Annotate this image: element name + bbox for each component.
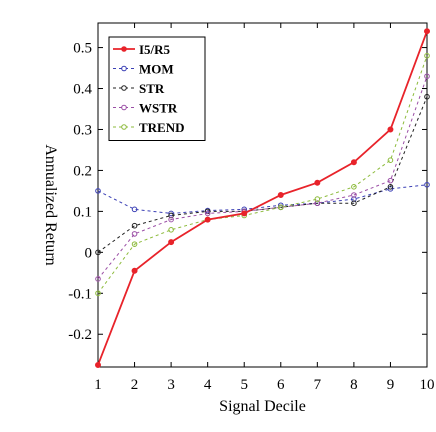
y-tick-label: 0.3 bbox=[73, 122, 92, 138]
data-point-trend bbox=[168, 227, 174, 233]
data-point-i5-r5 bbox=[204, 216, 211, 223]
legend-marker-i5-r5 bbox=[121, 46, 127, 52]
legend-marker-wstr bbox=[121, 104, 127, 111]
data-point-str bbox=[168, 212, 174, 219]
data-point-i5-r5 bbox=[95, 361, 101, 368]
x-tick-label: 5 bbox=[240, 377, 248, 393]
data-point-str bbox=[351, 200, 357, 206]
data-point-mom bbox=[95, 188, 101, 194]
x-tick-label: 2 bbox=[131, 377, 139, 393]
series-line-trend bbox=[97, 55, 428, 294]
data-point-trend bbox=[387, 157, 394, 163]
data-point-wstr bbox=[424, 73, 430, 80]
data-point-wstr bbox=[314, 200, 321, 206]
data-point-i5-r5 bbox=[387, 126, 394, 133]
x-tick-label: 1 bbox=[94, 377, 102, 393]
legend-marker-trend bbox=[121, 124, 127, 130]
data-point-trend bbox=[277, 204, 284, 211]
x-tick-label: 7 bbox=[314, 377, 322, 393]
legend-label-trend: TREND bbox=[139, 120, 185, 135]
y-axis: 0.5 0.4 0.3 0.2 0.1 0 -0.1 -0.2 bbox=[68, 41, 427, 343]
data-point-wstr bbox=[168, 216, 174, 223]
y-tick-label: 0.5 bbox=[73, 41, 92, 57]
x-tick-label: 6 bbox=[277, 377, 285, 393]
y-axis-title: Annualized Return bbox=[42, 144, 59, 265]
data-point-i5-r5 bbox=[168, 239, 175, 246]
legend-label-wstr: WSTR bbox=[139, 101, 178, 116]
data-point-trend bbox=[131, 241, 138, 247]
data-point-mom bbox=[424, 181, 430, 188]
data-point-i5-r5 bbox=[350, 159, 357, 166]
series-line-wstr bbox=[97, 76, 428, 280]
data-point-i5-r5 bbox=[277, 192, 284, 198]
data-point-trend bbox=[424, 52, 430, 59]
x-axis: 1 2 3 4 5 6 7 8 9 10 bbox=[94, 23, 435, 393]
data-point-i5-r5 bbox=[131, 267, 138, 274]
data-point-wstr bbox=[387, 177, 394, 184]
x-axis-title: Signal Decile bbox=[219, 398, 306, 415]
y-tick-label: 0.4 bbox=[73, 82, 92, 98]
y-tick-label: 0 bbox=[85, 245, 93, 261]
data-point-mom bbox=[131, 206, 138, 213]
y-tick-label: 0.1 bbox=[73, 204, 92, 220]
series-layer bbox=[95, 28, 430, 368]
x-tick-label: 4 bbox=[204, 377, 212, 393]
data-point-i5-r5 bbox=[314, 179, 321, 186]
legend-marker-mom bbox=[121, 65, 127, 72]
legend-label-mom: MOM bbox=[139, 62, 174, 77]
data-point-str bbox=[95, 249, 101, 256]
data-point-str bbox=[424, 93, 430, 100]
series-line-mom bbox=[97, 184, 428, 214]
x-tick-label: 3 bbox=[167, 377, 175, 393]
data-point-i5-r5 bbox=[424, 28, 430, 35]
y-tick-label: -0.1 bbox=[68, 286, 92, 302]
series-line-i5-r5 bbox=[97, 30, 428, 366]
data-point-wstr bbox=[204, 210, 211, 217]
x-tick-label: 9 bbox=[387, 377, 395, 393]
legend-label-str: STR bbox=[139, 81, 165, 96]
data-point-mom bbox=[351, 196, 357, 202]
data-point-trend bbox=[351, 184, 357, 190]
data-point-trend bbox=[95, 290, 101, 297]
y-tick-label: 0.2 bbox=[73, 163, 92, 179]
data-point-str bbox=[387, 184, 394, 190]
data-point-str bbox=[131, 222, 138, 229]
data-point-wstr bbox=[351, 192, 357, 198]
legend: I5/R5 MOM STR WSTR TREND bbox=[108, 36, 206, 141]
data-point-mom bbox=[168, 210, 174, 217]
x-tick-label: 8 bbox=[350, 377, 358, 393]
legend-marker-str bbox=[121, 85, 127, 91]
legend-label-i5-r5: I5/R5 bbox=[139, 42, 171, 57]
data-point-wstr bbox=[131, 231, 138, 237]
series-line-str bbox=[97, 96, 428, 253]
data-point-i5-r5 bbox=[241, 210, 248, 217]
y-tick-label: -0.2 bbox=[68, 327, 92, 343]
plot-frame bbox=[97, 22, 428, 368]
data-point-wstr bbox=[95, 276, 101, 282]
x-tick-label: 10 bbox=[420, 377, 435, 393]
data-point-trend bbox=[314, 196, 321, 202]
